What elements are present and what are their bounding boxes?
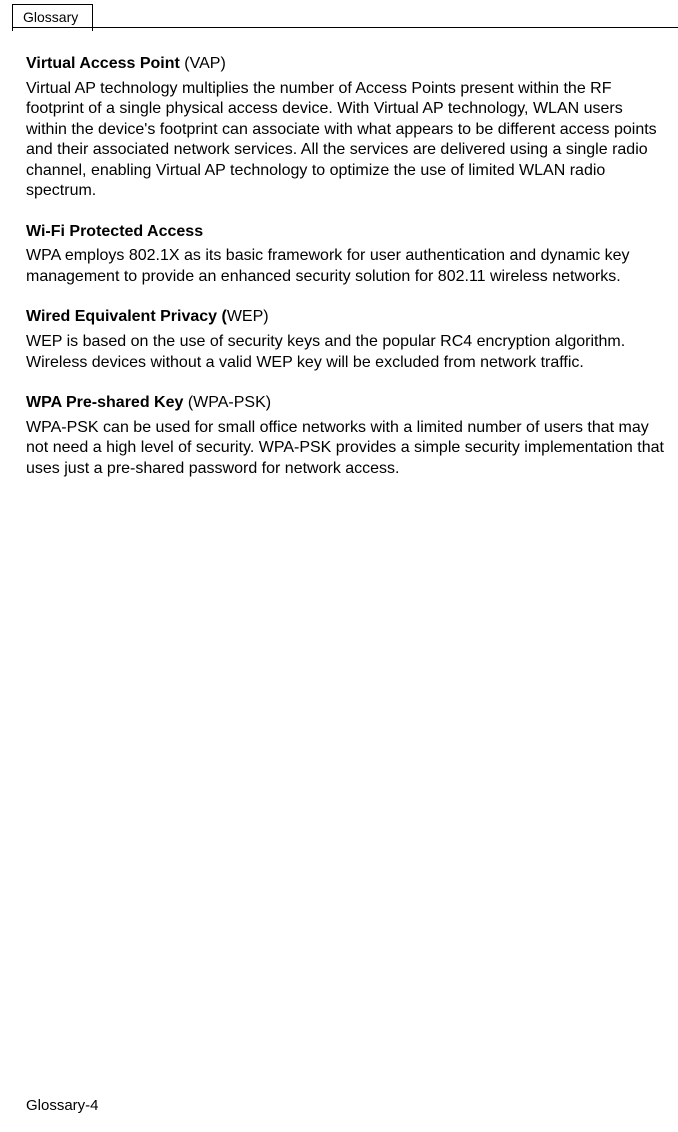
entry-title-rest: WEP) — [227, 308, 269, 325]
glossary-entry: WPA Pre-shared Key (WPA-PSK) WPA-PSK can… — [26, 393, 668, 479]
page-number: Glossary-4 — [26, 1097, 99, 1114]
glossary-entry: Virtual Access Point (VAP) Virtual AP te… — [26, 54, 668, 202]
entry-title: Wi-Fi Protected Access — [26, 222, 668, 243]
entry-body: Virtual AP technology multiplies the num… — [26, 79, 668, 202]
glossary-content: Virtual Access Point (VAP) Virtual AP te… — [26, 54, 668, 499]
entry-title: WPA Pre-shared Key (WPA-PSK) — [26, 393, 668, 414]
entry-title-rest: (VAP) — [180, 55, 226, 72]
entry-body: WEP is based on the use of security keys… — [26, 332, 668, 373]
entry-title-bold: Wi-Fi Protected Access — [26, 223, 203, 240]
entry-body: WPA employs 802.1X as its basic framewor… — [26, 246, 668, 287]
entry-title: Virtual Access Point (VAP) — [26, 54, 668, 75]
entry-title: Wired Equivalent Privacy (WEP) — [26, 307, 668, 328]
glossary-entry: Wi-Fi Protected Access WPA employs 802.1… — [26, 222, 668, 288]
entry-title-bold: WPA Pre-shared Key — [26, 394, 183, 411]
entry-body: WPA-PSK can be used for small office net… — [26, 418, 668, 479]
entry-title-bold: Wired Equivalent Privacy ( — [26, 308, 227, 325]
entry-title-bold: Virtual Access Point — [26, 55, 180, 72]
page-footer: Glossary-4 — [26, 1097, 99, 1114]
glossary-entry: Wired Equivalent Privacy (WEP) WEP is ba… — [26, 307, 668, 373]
header-tab-label: Glossary — [23, 9, 78, 25]
header-divider — [12, 27, 678, 28]
entry-title-rest: (WPA-PSK) — [183, 394, 271, 411]
